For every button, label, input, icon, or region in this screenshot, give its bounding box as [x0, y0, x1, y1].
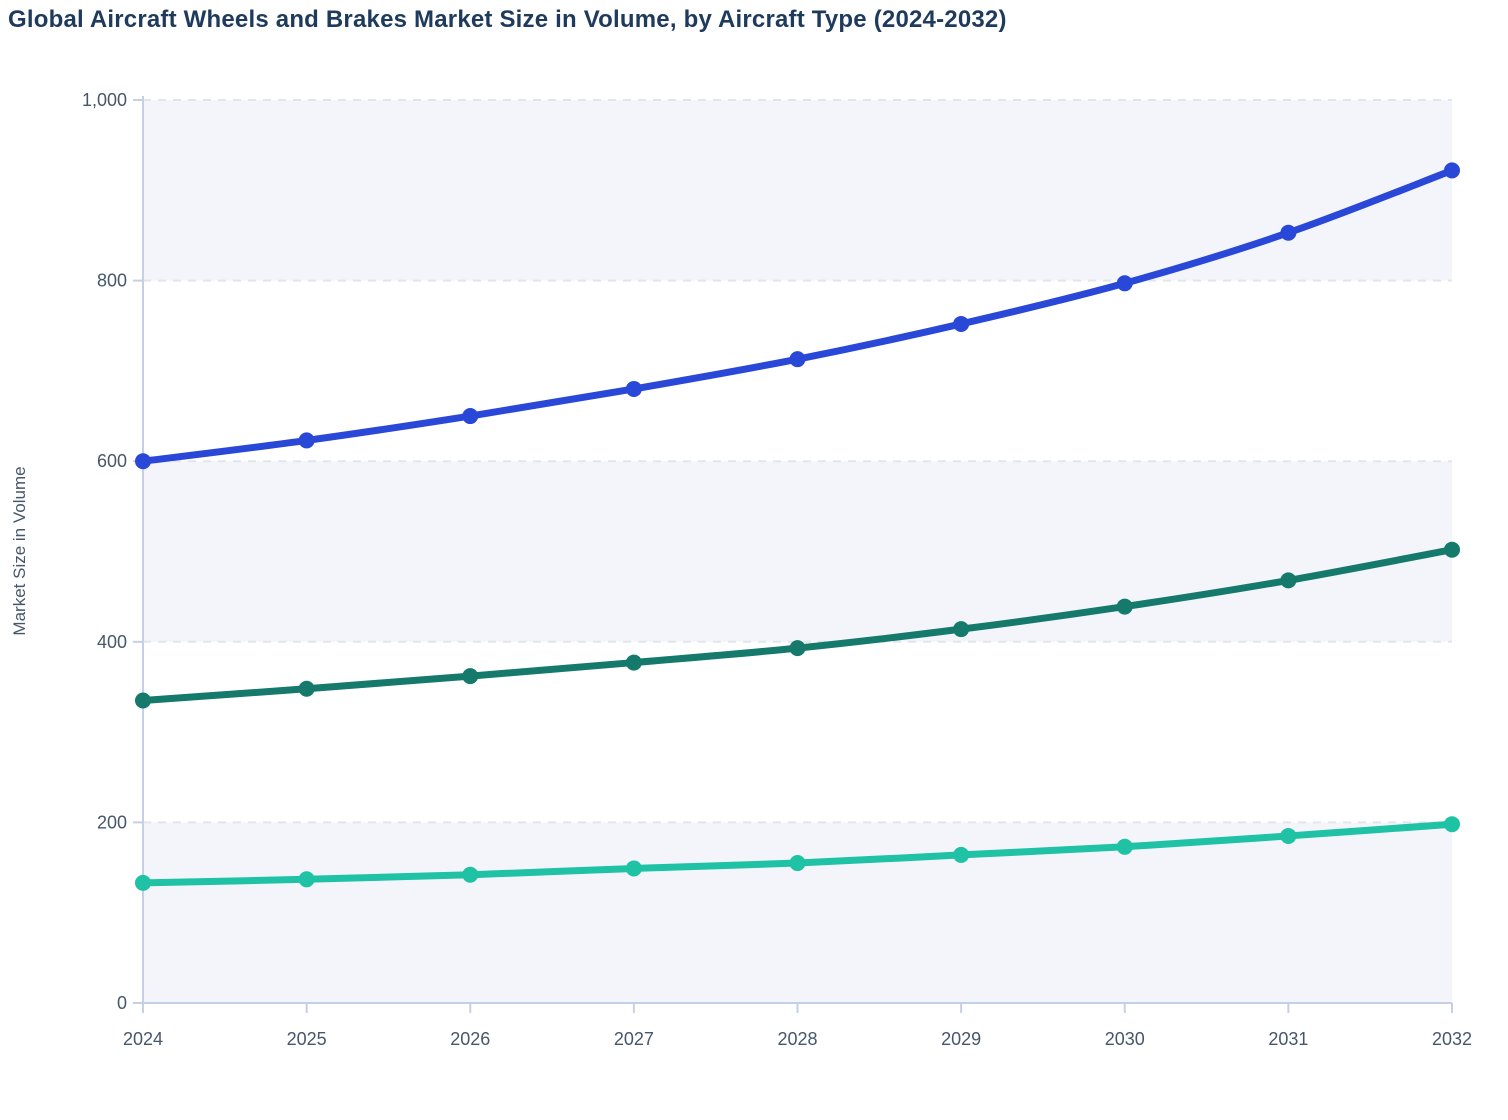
- series-blue-point[interactable]: [462, 408, 479, 425]
- series-blue-point[interactable]: [953, 315, 970, 332]
- series-light-teal-point[interactable]: [1444, 816, 1460, 833]
- series-blue-point[interactable]: [625, 380, 642, 397]
- series-light-teal-point[interactable]: [953, 846, 970, 863]
- chart-title: Global Aircraft Wheels and Brakes Market…: [8, 6, 1007, 33]
- series-light-teal-point[interactable]: [625, 860, 642, 877]
- x-tick-label: 2028: [777, 1029, 817, 1049]
- x-tick-label: 2032: [1432, 1029, 1472, 1049]
- x-tick-label: 2025: [287, 1029, 327, 1049]
- series-light-teal-point[interactable]: [1116, 838, 1133, 855]
- y-tick-label: 800: [97, 271, 127, 291]
- series-blue-point[interactable]: [1444, 162, 1460, 179]
- x-tick-label: 2027: [614, 1029, 654, 1049]
- series-light-teal-point[interactable]: [298, 871, 315, 888]
- series-dark-teal-point[interactable]: [298, 680, 315, 697]
- series-dark-teal-point[interactable]: [1280, 572, 1297, 589]
- series-light-teal-point[interactable]: [789, 855, 806, 872]
- series-blue-point[interactable]: [298, 432, 315, 449]
- series-dark-teal-point[interactable]: [1444, 541, 1460, 558]
- series-light-teal-point[interactable]: [135, 874, 151, 891]
- series-dark-teal-point[interactable]: [1116, 598, 1133, 615]
- x-tick-label: 2024: [123, 1029, 163, 1049]
- x-tick-label: 2029: [941, 1029, 981, 1049]
- series-light-teal-point[interactable]: [462, 866, 479, 883]
- series-dark-teal-point[interactable]: [135, 692, 151, 709]
- series-blue-point[interactable]: [1280, 224, 1297, 241]
- series-blue-point[interactable]: [789, 351, 806, 368]
- y-tick-label: 600: [97, 451, 127, 471]
- y-tick-label: 400: [97, 632, 127, 652]
- y-tick-label: 0: [117, 993, 127, 1013]
- series-blue-point[interactable]: [1116, 275, 1133, 292]
- series-dark-teal-point[interactable]: [625, 654, 642, 671]
- series-dark-teal-point[interactable]: [789, 640, 806, 657]
- x-tick-label: 2031: [1268, 1029, 1308, 1049]
- series-dark-teal-point[interactable]: [953, 621, 970, 638]
- series-light-teal-point[interactable]: [1280, 827, 1297, 844]
- plot-band: [143, 461, 1452, 642]
- plot-band: [143, 822, 1452, 1003]
- y-tick-label: 200: [97, 812, 127, 832]
- series-blue-point[interactable]: [135, 453, 151, 470]
- y-tick-label: 1,000: [82, 90, 127, 110]
- x-tick-label: 2030: [1105, 1029, 1145, 1049]
- series-dark-teal-point[interactable]: [462, 668, 479, 685]
- x-tick-label: 2026: [450, 1029, 490, 1049]
- plot-band: [143, 100, 1452, 281]
